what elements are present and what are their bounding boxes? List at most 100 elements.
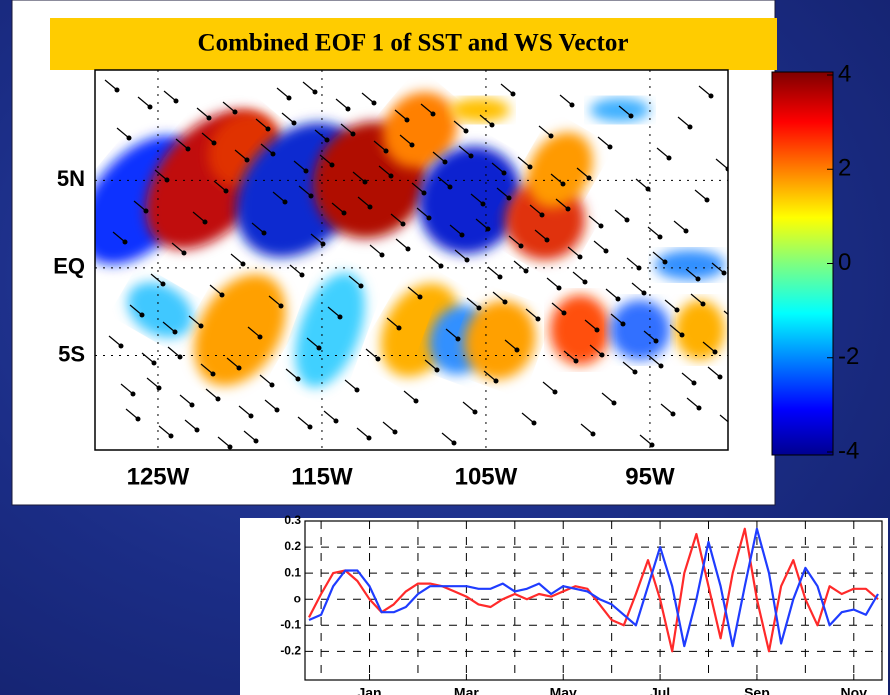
wind-vector-head bbox=[190, 403, 195, 408]
colorbar-tick-label: 0 bbox=[838, 249, 851, 276]
x-tick-label: Jan bbox=[357, 685, 381, 695]
wind-vector-head bbox=[397, 326, 402, 331]
wind-vector-head bbox=[359, 284, 364, 289]
wind-vector-head bbox=[507, 196, 512, 201]
wind-vector-head bbox=[616, 297, 621, 302]
wind-vector-head bbox=[131, 392, 136, 397]
wind-vector-head bbox=[427, 216, 432, 221]
map-title: Combined EOF 1 of SST and WS Vector bbox=[198, 30, 629, 57]
wind-vector-head bbox=[481, 202, 486, 207]
wind-vector-head bbox=[566, 207, 571, 212]
wind-vector-head bbox=[494, 379, 499, 384]
wind-vector-head bbox=[583, 280, 588, 285]
wind-vector-head bbox=[300, 273, 305, 278]
wind-vector-head bbox=[671, 412, 676, 417]
wind-vector-head bbox=[604, 249, 609, 254]
wind-vector-head bbox=[713, 350, 718, 355]
wind-vector-head bbox=[123, 240, 128, 245]
y-tick-label: EQ bbox=[53, 254, 85, 279]
slide: Combined EOF 1 of SST and WS Vector 125W… bbox=[0, 0, 890, 695]
wind-vector-head bbox=[524, 269, 529, 274]
y-tick-label: 5N bbox=[57, 166, 85, 191]
wind-vector-head bbox=[342, 211, 347, 216]
wind-vector-head bbox=[212, 141, 217, 146]
wind-vector-head bbox=[477, 306, 482, 311]
x-tick-label: Nov bbox=[841, 685, 868, 695]
wind-vector-head bbox=[186, 147, 191, 152]
y-tick-label: 0.1 bbox=[284, 565, 301, 579]
wind-vector-head bbox=[452, 441, 457, 446]
wind-vector-head bbox=[570, 103, 575, 108]
wind-vector-head bbox=[241, 262, 246, 267]
wind-vector-head bbox=[422, 191, 427, 196]
anomaly-blob bbox=[590, 98, 650, 122]
wind-vector-head bbox=[157, 386, 162, 391]
wind-vector-head bbox=[599, 224, 604, 229]
wind-vector-head bbox=[321, 242, 326, 247]
wind-vector-head bbox=[418, 295, 423, 300]
wind-vector-head bbox=[625, 218, 630, 223]
wind-vector-head bbox=[709, 94, 714, 99]
x-tick-label: Sep bbox=[744, 685, 770, 695]
wind-vector-head bbox=[174, 99, 179, 104]
wind-vector-head bbox=[633, 370, 638, 375]
wind-vector-head bbox=[448, 185, 453, 190]
y-tick-label: -0.1 bbox=[280, 617, 301, 631]
wind-vector-head bbox=[722, 271, 727, 276]
wind-vector-head bbox=[684, 229, 689, 234]
wind-vector-head bbox=[659, 364, 664, 369]
colorbar-tick-label: 4 bbox=[838, 60, 851, 87]
wind-vector-head bbox=[148, 105, 153, 110]
wind-vector-head bbox=[540, 213, 545, 218]
wind-vector-head bbox=[115, 88, 120, 93]
wind-vector-head bbox=[258, 335, 263, 340]
wind-vector-head bbox=[460, 233, 465, 238]
wind-vector-head bbox=[595, 328, 600, 333]
y-tick-label: 5S bbox=[58, 341, 85, 366]
wind-vector-head bbox=[553, 390, 558, 395]
wind-vector-head bbox=[355, 388, 360, 393]
colorbar bbox=[772, 72, 833, 455]
wind-vector-head bbox=[224, 189, 229, 194]
wind-vector-head bbox=[469, 154, 474, 159]
wind-vector-head bbox=[612, 401, 617, 406]
wind-vector-head bbox=[207, 116, 212, 121]
wind-vector-head bbox=[587, 176, 592, 181]
wind-vector-head bbox=[317, 346, 322, 351]
wind-vector-head bbox=[363, 180, 368, 185]
wind-vector-head bbox=[152, 361, 157, 366]
wind-vector-head bbox=[140, 313, 145, 318]
wind-vector-head bbox=[456, 337, 461, 342]
wind-vector-head bbox=[503, 300, 508, 305]
wind-vector-head bbox=[401, 222, 406, 227]
wind-vector-head bbox=[313, 90, 318, 95]
wind-vector-head bbox=[308, 425, 313, 430]
wind-vector-head bbox=[279, 304, 284, 309]
wind-vector-head bbox=[562, 311, 567, 316]
wind-vector-head bbox=[283, 200, 288, 205]
x-tick-label: 95W bbox=[625, 463, 675, 490]
wind-vector-head bbox=[211, 372, 216, 377]
wind-vector-head bbox=[574, 359, 579, 364]
wind-vector-head bbox=[119, 344, 124, 349]
wind-vector-head bbox=[701, 302, 706, 307]
anomaly-blob bbox=[675, 300, 725, 360]
wind-vector-head bbox=[372, 101, 377, 106]
wind-vector-head bbox=[334, 419, 339, 424]
wind-vector-head bbox=[410, 143, 415, 148]
wind-vector-head bbox=[195, 428, 200, 433]
wind-vector-head bbox=[178, 355, 183, 360]
wind-vector-head bbox=[692, 381, 697, 386]
wind-vector-head bbox=[414, 399, 419, 404]
wind-vector-head bbox=[629, 114, 634, 119]
wind-vector-head bbox=[435, 368, 440, 373]
wind-vector-head bbox=[292, 121, 297, 126]
y-tick-label: -0.2 bbox=[280, 643, 301, 657]
wind-vector-head bbox=[654, 339, 659, 344]
wind-vector-head bbox=[688, 125, 693, 130]
wind-vector-head bbox=[557, 286, 562, 291]
wind-vector-head bbox=[237, 366, 242, 371]
wind-vector-head bbox=[443, 160, 448, 165]
wind-vector-head bbox=[182, 251, 187, 256]
wind-vector-head bbox=[464, 129, 469, 134]
